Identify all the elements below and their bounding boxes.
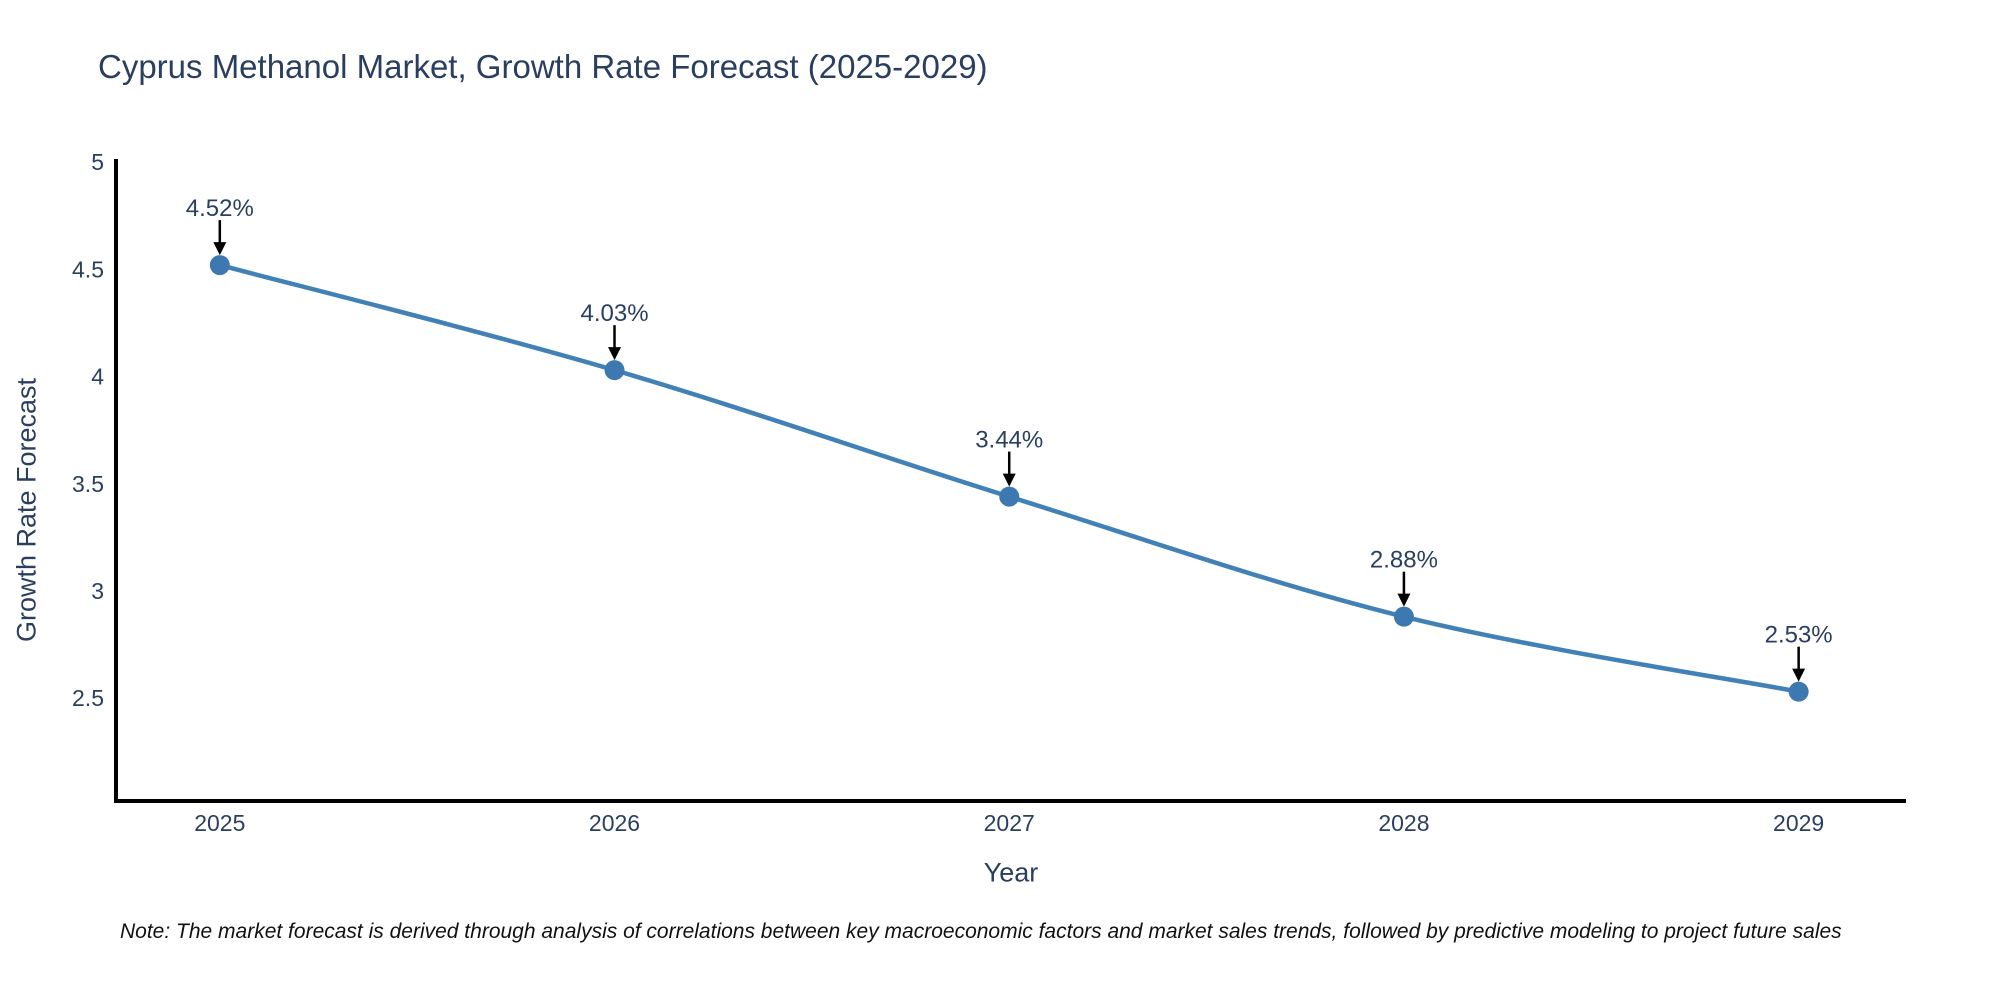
data-point-label: 2.88% <box>1370 547 1438 574</box>
annotation-arrowhead-icon <box>213 242 227 256</box>
x-tick-label: 2025 <box>194 810 245 836</box>
data-point-marker <box>1393 606 1414 627</box>
x-tick-label: 2026 <box>589 810 640 836</box>
x-axis-title: Year <box>983 857 1039 888</box>
chart-title: Cyprus Methanol Market, Growth Rate Fore… <box>98 48 988 85</box>
x-tick-label: 2028 <box>1378 810 1429 836</box>
footnote: Note: The market forecast is derived thr… <box>120 920 1842 943</box>
annotation-arrowhead-icon <box>1002 473 1016 487</box>
data-point-marker <box>999 486 1020 507</box>
y-tick-label: 3.5 <box>72 471 104 497</box>
y-tick-label: 3 <box>91 578 104 604</box>
data-point-marker <box>209 255 230 276</box>
y-tick-label: 2.5 <box>72 685 104 711</box>
y-tick-label: 4.5 <box>72 256 104 282</box>
y-tick-label: 5 <box>91 149 104 175</box>
y-tick-label: 4 <box>91 364 104 390</box>
data-point-label: 3.44% <box>975 427 1043 454</box>
annotation-arrowhead-icon <box>1792 668 1806 682</box>
x-tick-label: 2029 <box>1773 810 1824 836</box>
data-point-label: 2.53% <box>1765 622 1833 649</box>
data-point-marker <box>1788 681 1809 702</box>
x-tick-label: 2027 <box>984 810 1035 836</box>
data-point-label: 4.03% <box>580 300 648 327</box>
data-point-marker <box>604 360 625 381</box>
annotation-arrowhead-icon <box>608 347 622 361</box>
annotation-arrowhead-icon <box>1397 593 1411 607</box>
data-point-label: 4.52% <box>186 195 254 222</box>
